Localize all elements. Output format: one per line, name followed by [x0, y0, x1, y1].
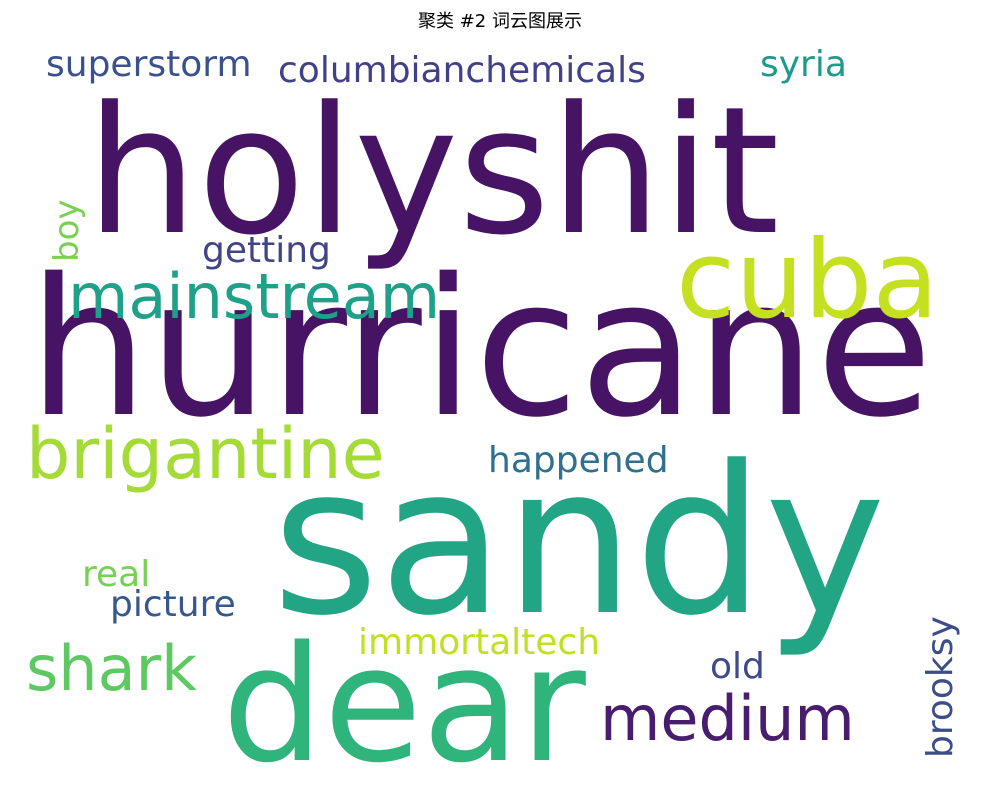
- word-picture: picture: [110, 584, 236, 625]
- word-mainstream: mainstream: [68, 260, 440, 333]
- word-immortaltech: immortaltech: [358, 622, 600, 663]
- word-hurricane: hurricane: [28, 238, 933, 459]
- word-shark: shark: [26, 632, 197, 705]
- chart-title: 聚类 #2 词云图展示: [418, 11, 582, 32]
- word-dear: dear: [222, 611, 586, 798]
- word-columbianchemicals: columbianchemicals: [278, 50, 646, 91]
- word-syria: syria: [760, 44, 847, 85]
- word-sandy: sandy: [272, 423, 886, 661]
- word-medium: medium: [600, 682, 855, 755]
- word-boy: boy: [47, 199, 87, 262]
- word-getting: getting: [202, 230, 331, 271]
- word-holyshit: holyshit: [86, 69, 779, 274]
- word-old: old: [710, 646, 765, 687]
- word-cuba: cuba: [676, 218, 939, 343]
- word-real: real: [82, 554, 150, 595]
- word-happened: happened: [488, 440, 669, 481]
- word-brooksy: brooksy: [920, 616, 961, 758]
- word-brigantine: brigantine: [26, 413, 385, 495]
- word-superstorm: superstorm: [46, 44, 252, 85]
